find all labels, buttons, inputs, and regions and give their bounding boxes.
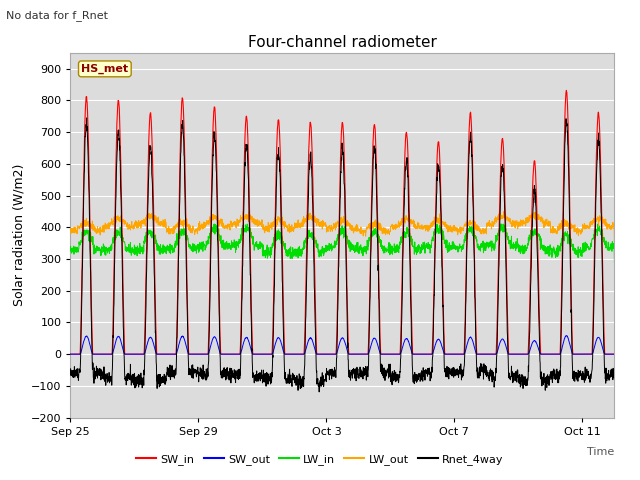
Text: Time: Time (587, 447, 614, 457)
Text: HS_met: HS_met (81, 64, 129, 74)
Text: No data for f_Rnet: No data for f_Rnet (6, 10, 108, 21)
Legend: SW_in, SW_out, LW_in, LW_out, Rnet_4way: SW_in, SW_out, LW_in, LW_out, Rnet_4way (132, 450, 508, 469)
Y-axis label: Solar radiation (W/m2): Solar radiation (W/m2) (12, 164, 26, 306)
Title: Four-channel radiometer: Four-channel radiometer (248, 35, 437, 50)
